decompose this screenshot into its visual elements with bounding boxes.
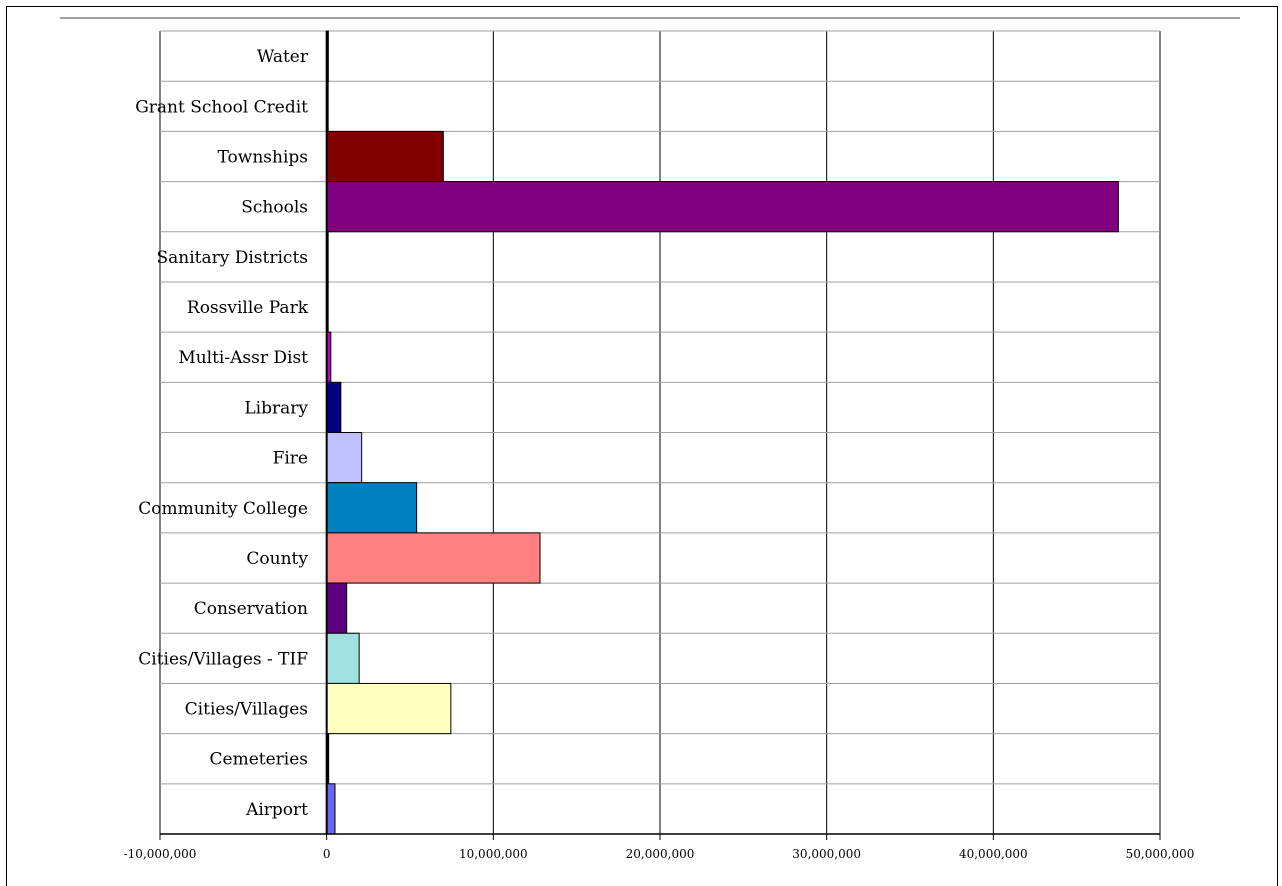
category-label: Airport (245, 800, 308, 820)
x-tick-label: 40,000,000 (959, 847, 1028, 861)
category-label: Sanitary Districts (156, 248, 308, 268)
x-tick-labels: -10,000,000 0 10,000,000 20,000,000 30,000,0… (124, 847, 1195, 861)
x-tick-label: 0 (323, 847, 331, 861)
category-labels: Water Grant School Credit Townships Schools… (135, 47, 309, 820)
category-label: Multi-Assr Dist (178, 348, 308, 368)
category-label: Conservation (194, 599, 308, 619)
category-label: Townships (218, 147, 308, 167)
x-tick-label: 20,000,000 (626, 847, 695, 861)
x-tick-label: 10,000,000 (459, 847, 528, 861)
axis (159, 31, 1161, 840)
bar-cities-villages (326, 682, 452, 735)
bar-townships (326, 130, 444, 183)
category-label: Schools (241, 198, 308, 218)
x-tick-label: 30,000,000 (792, 847, 861, 861)
bar-cities-villages-tif (326, 632, 360, 684)
bar-airport (326, 783, 336, 835)
grid (159, 30, 1161, 835)
category-label: Grant School Credit (135, 97, 308, 117)
category-label: Cities/Villages - TIF (138, 649, 308, 669)
bar-library (326, 381, 342, 433)
category-label: Fire (273, 449, 308, 469)
category-label: Cities/Villages (185, 700, 308, 720)
category-label: Cemeteries (210, 750, 309, 770)
bar-fire (326, 432, 363, 484)
category-label: Water (257, 47, 309, 67)
bar-county (326, 532, 541, 584)
bar-community-college (326, 482, 418, 534)
category-label: County (246, 549, 308, 569)
category-label: Library (244, 398, 308, 418)
bar-conservation (326, 582, 348, 634)
bars (326, 30, 1119, 835)
category-label: Rossville Park (187, 298, 309, 318)
chart-frame (6, 6, 1278, 886)
bar-schools (326, 181, 1119, 233)
x-tick-label: 50,000,000 (1126, 847, 1195, 861)
x-tick-label: -10,000,000 (124, 847, 197, 861)
category-label: Community College (138, 499, 308, 519)
